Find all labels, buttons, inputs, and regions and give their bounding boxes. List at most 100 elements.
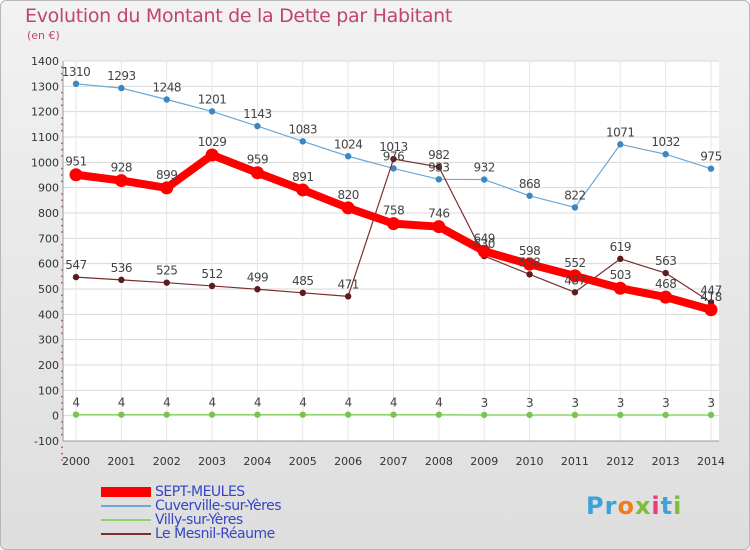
- data-point: [69, 168, 83, 182]
- data-label: 485: [292, 274, 313, 288]
- y-minor-tick: [61, 129, 63, 132]
- y-tick-label: 1200: [31, 106, 59, 119]
- legend-swatch: [101, 533, 151, 535]
- data-point: [435, 163, 443, 171]
- data-point: [208, 282, 216, 290]
- data-label: 975: [700, 150, 721, 164]
- data-point: [526, 411, 533, 419]
- x-tick-label: 2000: [62, 455, 90, 468]
- data-label: 1083: [289, 122, 318, 136]
- y-minor-tick: [61, 205, 63, 208]
- data-label: 447: [700, 283, 721, 297]
- data-label: 4: [254, 396, 261, 410]
- data-point: [481, 411, 488, 419]
- logo-letter: t: [660, 492, 674, 520]
- data-point: [72, 273, 80, 281]
- y-tick-label: 700: [38, 232, 59, 245]
- proxiti-logo: Proxiti: [586, 492, 682, 520]
- data-label: 598: [519, 244, 540, 258]
- legend-swatch: [101, 505, 151, 507]
- y-minor-tick: [61, 218, 63, 221]
- y-tick-label: 100: [38, 384, 59, 397]
- data-point: [526, 271, 533, 278]
- data-label: 649: [474, 231, 495, 245]
- y-minor-tick: [61, 91, 63, 94]
- data-label: 503: [610, 268, 631, 282]
- y-minor-tick: [61, 408, 63, 411]
- data-label: 547: [65, 258, 86, 272]
- data-label: 4: [299, 396, 306, 410]
- data-label: 3: [571, 396, 578, 410]
- y-minor-tick: [61, 281, 63, 284]
- y-minor-tick: [61, 395, 63, 398]
- data-point: [571, 204, 579, 211]
- x-tick-label: 2001: [107, 455, 135, 468]
- y-minor-tick: [61, 123, 63, 126]
- data-point: [163, 96, 170, 103]
- data-label: 1013: [379, 140, 408, 154]
- data-label: 4: [435, 396, 442, 410]
- logo-letter: i: [673, 492, 683, 520]
- data-label: 868: [519, 177, 540, 191]
- chart-title: Evolution du Montant de la Dette par Hab…: [25, 5, 453, 27]
- y-tick-label: 200: [38, 359, 59, 372]
- data-label: 525: [156, 264, 177, 278]
- data-point: [250, 166, 264, 180]
- data-point: [704, 303, 718, 317]
- y-minor-tick: [61, 269, 63, 271]
- data-point: [163, 279, 170, 286]
- data-point: [526, 192, 533, 199]
- data-label: 536: [111, 261, 132, 275]
- chart-subtitle: (en €): [27, 29, 60, 42]
- data-point: [523, 257, 537, 271]
- data-label: 1032: [651, 135, 680, 149]
- data-point: [205, 148, 219, 162]
- y-minor-tick: [61, 167, 63, 170]
- data-point: [296, 183, 310, 197]
- y-minor-tick: [61, 155, 63, 157]
- plot-area: [63, 61, 719, 441]
- data-label: 3: [662, 396, 669, 410]
- y-minor-tick: [61, 250, 63, 252]
- data-point: [477, 244, 491, 258]
- data-label: 1310: [62, 65, 91, 79]
- data-point: [707, 411, 715, 419]
- data-label: 4: [72, 396, 79, 410]
- y-minor-tick: [61, 370, 63, 373]
- y-tick-label: 0: [52, 410, 59, 423]
- data-point: [254, 286, 261, 293]
- y-minor-tick: [61, 326, 63, 328]
- y-minor-tick: [61, 142, 63, 145]
- y-minor-tick: [61, 180, 63, 183]
- y-minor-tick: [61, 275, 63, 278]
- data-label: 558: [519, 255, 540, 269]
- data-label: 4: [118, 396, 125, 410]
- data-point: [568, 269, 582, 283]
- y-minor-tick: [61, 357, 63, 360]
- data-point: [481, 176, 488, 183]
- data-point: [114, 174, 128, 188]
- y-minor-tick: [61, 256, 63, 259]
- x-tick-label: 2005: [289, 455, 317, 468]
- data-point: [118, 411, 125, 418]
- data-label: 928: [111, 161, 132, 175]
- data-label: 1024: [334, 137, 363, 151]
- data-label: 1143: [243, 107, 272, 121]
- x-tick-label: 2011: [561, 455, 589, 468]
- y-minor-tick: [61, 452, 63, 455]
- data-point: [432, 220, 446, 234]
- data-label: 746: [428, 207, 449, 221]
- y-minor-tick: [61, 446, 63, 449]
- data-label: 4: [209, 396, 216, 410]
- data-point: [299, 138, 306, 145]
- data-label: 1201: [198, 92, 227, 106]
- data-point: [344, 293, 352, 300]
- data-label: 3: [707, 396, 714, 410]
- data-label: 982: [428, 148, 449, 162]
- data-label: 1071: [606, 125, 635, 139]
- data-label: 4: [163, 396, 170, 410]
- data-label: 932: [474, 161, 495, 175]
- x-tick-label: 2010: [516, 455, 544, 468]
- y-minor-tick: [61, 98, 63, 100]
